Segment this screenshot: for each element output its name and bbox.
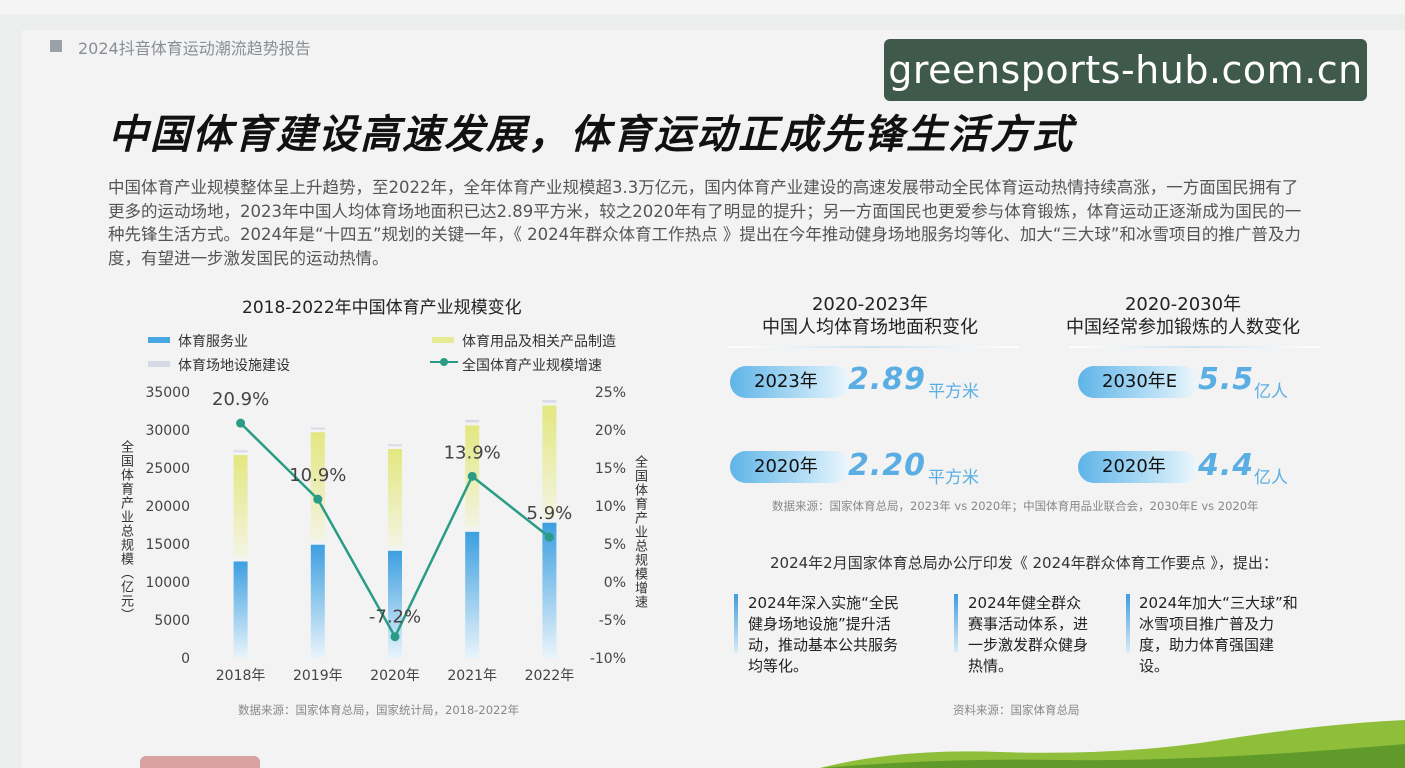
y-tick-right: 10%: [595, 499, 626, 515]
area-value-2023: 2.89: [848, 362, 927, 397]
y-tick-left: 20000: [145, 499, 190, 515]
legend-swatch-facilities: [148, 361, 170, 367]
bar-facilities: [310, 427, 325, 430]
intro-paragraph: 中国体育产业规模整体呈上升趋势，至2022年，全年体育产业规模超3.3万亿元，国…: [108, 178, 1302, 268]
area-title-line2: 中国人均体育场地面积变化: [762, 317, 978, 338]
card-accent-1: [734, 594, 738, 652]
y-tick-left: 35000: [145, 385, 190, 401]
bar-facilities: [465, 420, 480, 424]
growth-point: [390, 632, 400, 642]
area-year-pill-2020: 2020年: [730, 451, 850, 483]
people-year-pill-2030: 2030年E: [1078, 366, 1198, 398]
area-unit-2020: 平方米: [928, 468, 979, 488]
x-tick-label: 2021年: [447, 668, 497, 684]
card-accent-3: [1126, 594, 1130, 652]
bar-facilities: [233, 450, 248, 453]
people-title-line1: 2020-2030年: [1124, 294, 1242, 315]
area-unit-2023: 平方米: [928, 382, 979, 402]
growth-data-label: -7.2%: [369, 607, 421, 628]
cards-source: 资料来源：国家体育总局: [953, 703, 1080, 717]
y-axis-left-label: 全国体育产业总规模（亿元）: [118, 440, 133, 622]
y-tick-left: 10000: [145, 575, 190, 591]
y-tick-right: 5%: [604, 537, 626, 553]
area-section-title: 2020-2023年 中国人均体育场地面积变化: [745, 293, 995, 339]
bar-facilities: [388, 444, 402, 447]
notice-title: 2024年2月国家体育总局办公厅印发《 2024年群众体育工作要点 》，提出：: [770, 554, 1278, 572]
people-value-2020: 4.4: [1198, 448, 1255, 483]
legend-swatch-service: [148, 337, 170, 343]
growth-point: [313, 494, 323, 504]
policy-card-2: 2024年健全群众赛事活动体系，进一步激发群众健身热情。: [968, 594, 1089, 675]
bar-manufacturing: [388, 449, 402, 547]
x-tick-label: 2018年: [216, 668, 266, 684]
y-axis-right-label: 全国体育产业总规模增速: [632, 455, 647, 609]
y-tick-right: 15%: [595, 461, 626, 477]
y-tick-left: 15000: [145, 537, 190, 553]
people-title-line2: 中国经常参加锻炼的人数变化: [1066, 317, 1300, 338]
legend-label-manufacturing: 体育用品及相关产品制造: [462, 334, 616, 350]
people-section-title: 2020-2030年 中国经常参加锻炼的人数变化: [1058, 293, 1308, 339]
card-accent-2: [954, 594, 958, 652]
growth-data-label: 10.9%: [289, 465, 346, 486]
area-year-pill-2023: 2023年: [730, 366, 850, 398]
area-value-2020: 2.20: [848, 448, 927, 483]
growth-data-label: 20.9%: [212, 389, 269, 410]
growth-point: [467, 471, 477, 481]
y-tick-right: -5%: [599, 613, 626, 629]
area-divider: [728, 346, 1018, 348]
policy-card-1: 2024年深入实施“全民健身场地设施”提升活动，推动基本公共服务均等化。: [748, 594, 899, 675]
legend-label-service: 体育服务业: [178, 334, 248, 350]
people-year-pill-2020: 2020年: [1078, 451, 1198, 483]
industry-scale-chart: 35000 30000 25000 20000 15000 10000 5000 0 25% 20…: [145, 385, 626, 684]
x-tick-label: 2022年: [525, 668, 575, 684]
people-value-2030: 5.5: [1198, 362, 1255, 397]
legend-label-facilities: 体育场地设施建设: [178, 358, 290, 374]
legend-label-growth: 全国体育产业规模增速: [462, 358, 602, 374]
people-unit-2020: 亿人: [1254, 468, 1288, 488]
page-headline: 中国体育建设高速发展，体育运动正成先锋生活方式: [108, 112, 1074, 158]
growth-data-label: 5.9%: [527, 503, 573, 524]
bar-manufacturing: [542, 405, 557, 519]
report-page: [22, 30, 1405, 768]
grass-decoration: [820, 720, 1405, 768]
watermark-badge: greensports-hub.com.cn: [884, 39, 1367, 101]
y-tick-right: 20%: [595, 423, 626, 439]
report-title: 2024抖音体育运动潮流趋势报告: [78, 39, 311, 58]
bar-facilities: [542, 400, 557, 404]
y-tick-right: 0%: [604, 575, 626, 591]
bar-manufacturing: [310, 432, 325, 541]
y-tick-left: 5000: [154, 613, 190, 629]
y-tick-left: 0: [181, 651, 190, 667]
top-strip: [0, 0, 1405, 14]
bar-manufacturing: [233, 455, 248, 557]
legend-line-icon: [430, 358, 458, 366]
y-tick-right: 25%: [595, 385, 626, 401]
people-divider: [1070, 346, 1320, 348]
growth-point: [544, 532, 554, 542]
y-tick-left: 25000: [145, 461, 190, 477]
policy-card-3: 2024年加大“三大球”和冰雪项目推广普及力度，助力体育强国建设。: [1139, 594, 1298, 675]
bar-service: [465, 531, 480, 658]
legend-swatch-manufacturing: [432, 337, 454, 343]
chart-title: 2018-2022年中国体育产业规模变化: [242, 298, 522, 318]
bar-service: [233, 561, 248, 658]
chart-source: 数据来源：国家体育总局，国家统计局，2018-2022年: [238, 703, 520, 717]
bar-service: [388, 550, 402, 658]
x-tick-label: 2019年: [293, 668, 343, 684]
right-data-source: 数据来源：国家体育总局，2023年 vs 2020年；中国体育用品业联合会，20…: [772, 499, 1259, 513]
report-mark-icon: [50, 40, 62, 52]
growth-point: [236, 418, 246, 428]
people-unit-2030: 亿人: [1254, 382, 1288, 402]
x-tick-label: 2020年: [370, 668, 420, 684]
growth-data-label: 13.9%: [444, 442, 501, 463]
y-tick-left: 30000: [145, 423, 190, 439]
bar-service: [310, 544, 325, 658]
decor-stripe: [140, 756, 260, 768]
bar-service: [542, 522, 557, 658]
area-title-line1: 2020-2023年: [811, 294, 929, 315]
y-tick-right: -10%: [590, 651, 626, 667]
